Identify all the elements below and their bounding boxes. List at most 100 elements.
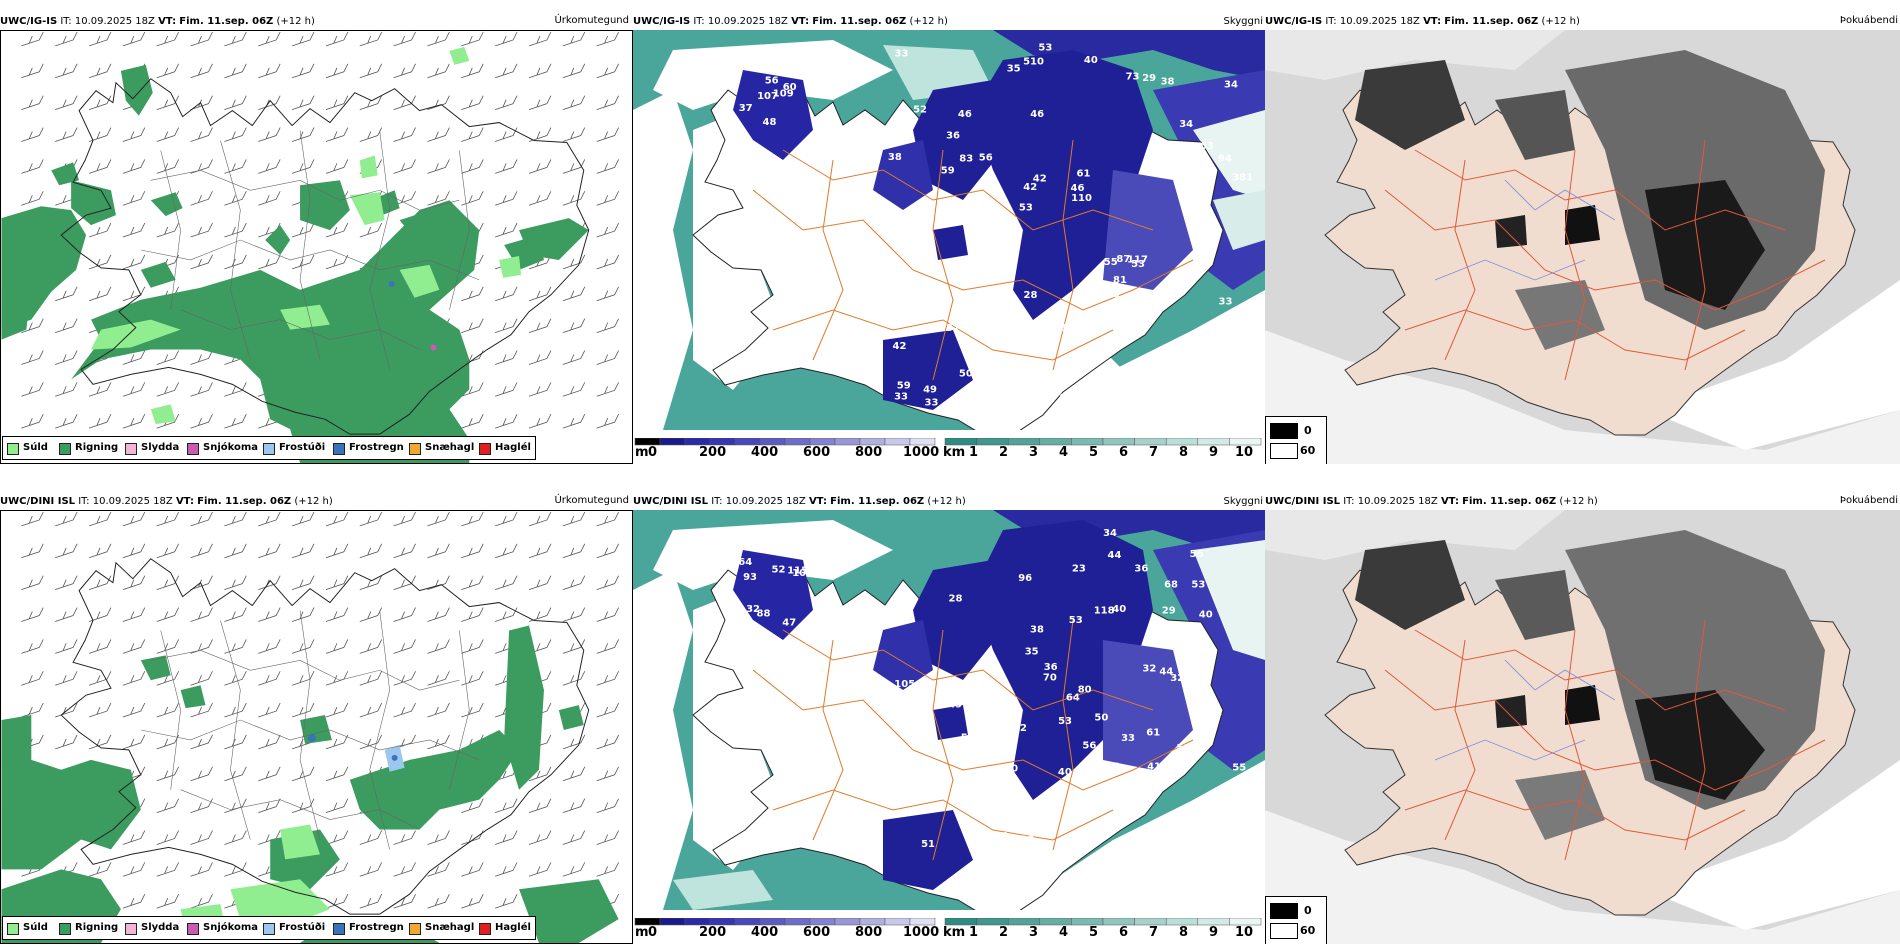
wind-barb [461, 414, 484, 429]
wind-barb [393, 639, 416, 654]
wind-barb [359, 734, 383, 750]
wind-barb [156, 894, 179, 909]
height-colorbar-cell [809, 438, 836, 446]
wind-barb [291, 63, 315, 79]
wind-barb [461, 191, 484, 206]
wind-barb [359, 702, 383, 718]
island-land [1324, 530, 1856, 916]
wind-barb [562, 382, 586, 397]
wind-barb [55, 382, 78, 397]
wind-barb [88, 607, 112, 622]
ceiling-value-label: 117 [1193, 723, 1214, 734]
vis-tick: 2 [999, 925, 1009, 940]
height-colorbar-cell [859, 918, 886, 926]
ceiling-value-label: 32 [746, 604, 760, 615]
wind-barb [291, 575, 315, 591]
ceiling-value-label: 28 [1024, 290, 1038, 301]
fog-label-0: 0 [1304, 904, 1312, 917]
wind-barb [495, 382, 518, 397]
wind-barb [55, 350, 78, 365]
wind-barb [427, 671, 450, 686]
ceiling-value-label: 29 [1162, 605, 1176, 616]
wind-barb [461, 798, 484, 813]
ceiling-value-label: 93 [743, 572, 757, 583]
wind-barb [528, 607, 552, 622]
wind-barb [190, 254, 213, 270]
ceiling-value-label: 61 [1077, 169, 1091, 180]
height-colorbar-cell [859, 438, 886, 446]
wind-barb [325, 607, 349, 622]
wind-barb [325, 702, 349, 718]
wind-barb [427, 894, 450, 909]
wind-barb [528, 766, 552, 782]
vis-colorbar-cell [976, 438, 1009, 446]
ceiling-value-label: 55 [1104, 257, 1118, 268]
wind-barb [21, 511, 44, 527]
wind-barb [122, 894, 146, 909]
wind-barb [122, 127, 146, 142]
ceiling-value-label: 38 [888, 152, 902, 163]
ceiling-value-label: 51 [921, 839, 935, 850]
wind-barb [55, 63, 78, 79]
height-tick: 0 [648, 445, 658, 460]
wind-barb [224, 222, 247, 238]
ceiling-value-label: 53 [1058, 716, 1072, 727]
wind-barb [224, 607, 247, 622]
roads [752, 619, 1194, 861]
wind-barb [495, 414, 518, 429]
legend-swatch-6 [409, 443, 421, 455]
wind-barb [325, 862, 349, 877]
rivers [1434, 659, 1616, 761]
fog-label-0: 0 [1304, 424, 1312, 437]
vis-tick: 6 [1119, 445, 1129, 460]
vis-colorbar-cell [976, 918, 1009, 926]
height-colorbar-cell [634, 918, 661, 926]
wind-barb [190, 222, 213, 238]
legend-label-3: Snjókoma [203, 922, 259, 933]
height-colorbar [634, 438, 1262, 446]
wind-barb [461, 639, 484, 654]
wind-barb [122, 639, 146, 654]
wind-barb [224, 830, 247, 845]
wind-barb [562, 127, 586, 142]
ceiling-value-label: 110 [1025, 338, 1046, 349]
interior-contours [140, 130, 480, 370]
ceiling-value-label: 53 [1191, 579, 1205, 590]
vis-colorbar-cell [1197, 438, 1230, 446]
ceiling-value-label: 68 [1164, 580, 1178, 591]
wind-barb [562, 766, 586, 782]
wind-barb [596, 734, 619, 750]
wind-barb [596, 286, 619, 302]
wind-barb [122, 543, 146, 559]
ceiling-panel-top: UWC/IG-IS IT: 10.09.2025 18Z VT: Fim. 11… [633, 12, 1265, 464]
legend-swatch-0 [7, 443, 19, 455]
wind-barb [528, 511, 552, 527]
wind-barb [258, 254, 281, 270]
wind-barb [21, 318, 44, 333]
ceiling-value-label: 53 [1131, 259, 1145, 270]
wind-barb [190, 63, 213, 79]
fog-legend: 0 60 [1265, 416, 1327, 464]
vis-tick: 2 [999, 445, 1009, 460]
vis-colorbar-unit: km [943, 445, 966, 460]
ceiling-value-label: 70 [1043, 672, 1057, 683]
wind-barb [55, 671, 78, 686]
ceiling-value-label: 50 [959, 368, 973, 379]
ceiling-value-label: 44 [1159, 667, 1173, 678]
height-tick: 400 [751, 445, 779, 460]
wind-barb [427, 63, 450, 79]
precip-area-snow [430, 344, 437, 351]
ceiling-value-label: 57 [1190, 334, 1204, 345]
height-colorbar-cell [784, 438, 811, 446]
wind-barb [291, 639, 315, 654]
wind-barb [190, 350, 213, 365]
height-colorbar-cell [884, 438, 911, 446]
ceiling-value-label: 44 [1071, 773, 1085, 784]
wind-barb [461, 127, 484, 142]
panel-title: Þokuábendi [1839, 15, 1898, 26]
wind-barb [359, 511, 383, 527]
ceiling-value-label: 58 [1106, 289, 1120, 300]
wind-barb [393, 543, 416, 559]
ceiling-value-label: 47 [782, 618, 796, 629]
wind-barb [393, 191, 416, 206]
